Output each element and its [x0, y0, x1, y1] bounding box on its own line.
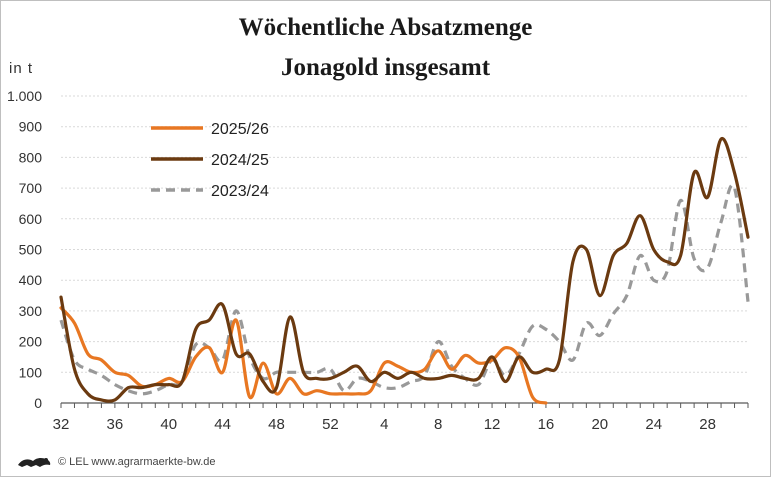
x-tick-label: 36: [107, 416, 124, 433]
legend-label: 2024/25: [211, 152, 269, 169]
y-tick-label: 1.000: [7, 88, 42, 104]
y-tick-label: 100: [19, 364, 43, 380]
chart-title: Wöchentliche Absatzmenge: [238, 14, 533, 41]
series-lines: [59, 137, 750, 405]
x-tick-label: 24: [645, 416, 662, 433]
lion-logo-icon: [18, 457, 51, 467]
series-line-2025-26: [59, 306, 548, 405]
y-tick-label: 700: [19, 180, 43, 196]
x-tick-label: 12: [484, 416, 501, 433]
y-tick-label: 600: [19, 211, 43, 227]
x-axis: 32 36 40 44 48 52 4 8 12 16 20 24 28: [53, 402, 749, 433]
legend-label: 2023/24: [211, 183, 269, 200]
x-tick-label: 48: [268, 416, 285, 433]
x-tick-label: 32: [53, 416, 70, 433]
footer-credit: © LEL www.agrarmaerkte-bw.de: [58, 456, 216, 468]
x-tick-label: 44: [214, 416, 231, 433]
series-line-2024-25: [59, 137, 750, 403]
y-tick-label: 900: [19, 119, 43, 135]
legend: 2025/26 2024/25 2023/24: [151, 121, 269, 200]
footer: © LEL www.agrarmaerkte-bw.de: [16, 455, 216, 469]
legend-label: 2025/26: [211, 121, 269, 138]
grid-lines: [61, 95, 748, 373]
y-tick-label: 800: [19, 149, 43, 165]
x-tick-label: 28: [699, 416, 716, 433]
y-tick-label: 300: [19, 303, 43, 319]
x-tick-label: 4: [380, 416, 388, 433]
x-tick-label: 40: [160, 416, 177, 433]
x-tick-label: 52: [322, 416, 339, 433]
y-tick-label: 200: [19, 334, 43, 350]
x-tick-label: 8: [434, 416, 442, 433]
y-tick-label: 400: [19, 272, 43, 288]
y-tick-label: 0: [34, 395, 42, 411]
series-line-2023-24: [59, 183, 750, 396]
x-tick-label: 16: [538, 416, 555, 433]
y-tick-label: 500: [19, 242, 43, 258]
y-axis-ticks: 0 100 200 300 400 500 600 700 800 900 1.000: [7, 88, 42, 411]
x-tick-label: 20: [591, 416, 608, 433]
y-axis-unit-label: in t: [9, 60, 34, 77]
chart-subtitle: Jonagold insgesamt: [280, 54, 491, 81]
